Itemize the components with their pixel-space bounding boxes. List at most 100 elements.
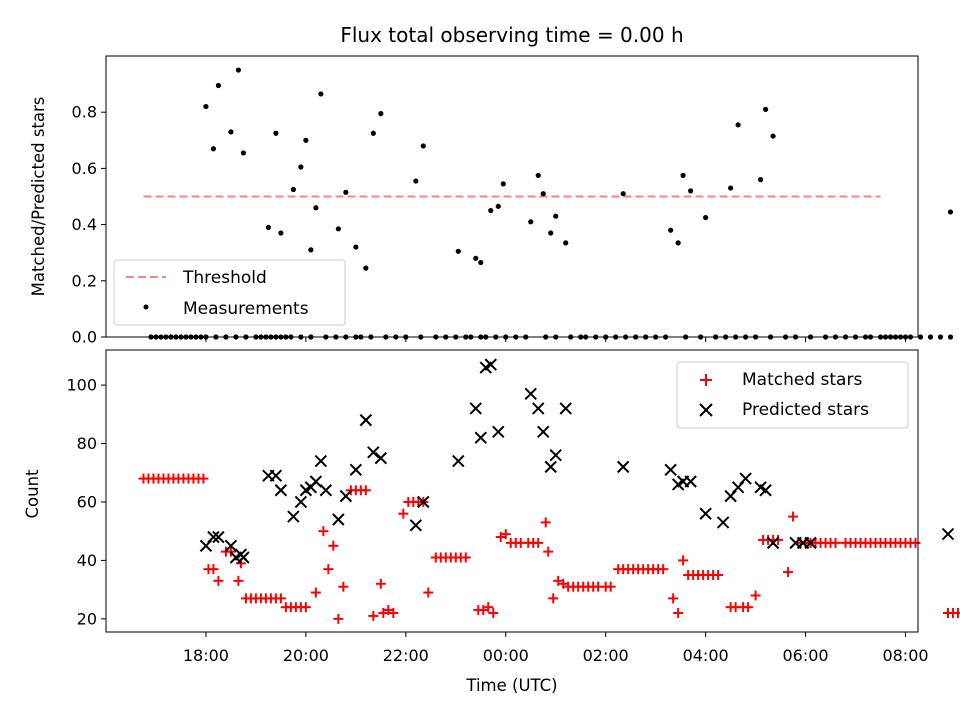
legend-threshold-label: Threshold xyxy=(182,268,267,288)
matched-star-point xyxy=(605,581,616,592)
measurement-point xyxy=(937,334,944,340)
predicted-marker-b xyxy=(544,460,557,474)
measurement-point xyxy=(290,186,296,193)
predicted-marker-b xyxy=(367,446,380,459)
predicted-marker-b xyxy=(549,448,562,462)
matched-star-point xyxy=(483,602,494,613)
matched-star-point xyxy=(233,575,244,586)
measurement-point xyxy=(203,103,209,110)
predicted-marker-b xyxy=(537,425,550,439)
predicted-star-point xyxy=(374,451,388,465)
top-y-tick-label: 0.6 xyxy=(72,159,97,178)
predicted-marker-b xyxy=(409,519,423,532)
measurement-point xyxy=(210,146,217,152)
bottom-x-tick-label: 02:00 xyxy=(583,646,629,665)
matched-star-point xyxy=(783,567,794,578)
matched-star-point xyxy=(318,526,329,537)
measurement-point xyxy=(278,230,284,236)
predicted-marker-b xyxy=(274,484,288,497)
predicted-marker-b xyxy=(941,527,955,541)
predicted-star-point xyxy=(332,513,345,526)
bottom-x-tick-label: 20:00 xyxy=(283,646,329,665)
predicted-star-point xyxy=(941,527,955,541)
measurement-point xyxy=(478,259,484,266)
top-y-axis-label: Matched/Predicted stars xyxy=(29,97,48,297)
predicted-star-point xyxy=(804,536,817,550)
measurement-point xyxy=(728,185,734,191)
predicted-star-point xyxy=(319,484,333,497)
measurement-point xyxy=(688,188,694,194)
predicted-star-point xyxy=(759,484,772,497)
predicted-star-point xyxy=(716,516,730,529)
matched-star-point xyxy=(388,608,399,619)
top-y-ticks: 0.0 0.2 0.4 0.6 0.8 xyxy=(72,103,106,347)
measurement-point xyxy=(947,209,954,215)
predicted-marker-b xyxy=(332,513,345,526)
predicted-star-point xyxy=(452,454,465,468)
predicted-marker-b xyxy=(207,530,220,544)
top-y-tick-label: 0.4 xyxy=(72,215,97,234)
measurement-point xyxy=(735,122,741,128)
measurement-point xyxy=(318,91,324,97)
measurement-point xyxy=(770,133,776,139)
matched-star-point xyxy=(658,564,669,575)
bottom-y-axis-label: Count xyxy=(23,469,42,519)
measurement-point xyxy=(535,172,541,179)
predicted-star-point xyxy=(537,425,550,439)
predicted-marker-b xyxy=(759,484,772,497)
matched-star-point xyxy=(750,590,761,601)
predicted-star-point xyxy=(492,425,505,439)
predicted-star-point xyxy=(237,551,250,564)
matched-star-point xyxy=(198,473,209,484)
predicted-star-point xyxy=(269,469,283,482)
predicted-star-point xyxy=(309,475,323,488)
predicted-star-point xyxy=(359,413,373,427)
predicted-marker-b xyxy=(417,495,430,509)
bottom-plot-area xyxy=(138,358,960,624)
matched-star-point xyxy=(423,587,434,598)
predicted-star-point xyxy=(212,530,225,544)
predicted-marker-b xyxy=(616,460,630,474)
predicted-star-point xyxy=(664,463,677,477)
measurement-point xyxy=(703,214,709,221)
measurement-point xyxy=(553,213,559,219)
matched-star-point xyxy=(360,485,371,496)
measurement-point xyxy=(335,226,341,232)
predicted-marker-b xyxy=(484,358,497,371)
measurement-point xyxy=(240,150,247,156)
bottom-x-ticks: 18:00 20:00 22:00 00:00 02:00 04:00 06:00 08:00 xyxy=(183,632,929,665)
matched-star-point xyxy=(540,517,551,528)
predicted-legend-swatch xyxy=(699,403,713,417)
matched-star-point xyxy=(910,537,921,548)
predicted-marker-b xyxy=(664,463,677,477)
bottom-x-tick-label: 22:00 xyxy=(383,646,429,665)
measurement-point xyxy=(235,67,242,73)
predicted-marker-b xyxy=(374,451,388,465)
top-axes-frame xyxy=(105,55,919,338)
matched-star-point xyxy=(788,511,799,522)
predicted-marker-b xyxy=(492,425,505,439)
legend-matched-label: Matched stars xyxy=(742,370,862,390)
measurement-point xyxy=(378,111,384,117)
predicted-star-point xyxy=(224,539,238,552)
top-axes: 0.00.20.40.60.8 Matched/Predicted stars … xyxy=(29,55,954,347)
matched-star-point xyxy=(368,610,379,621)
bottom-legend-box xyxy=(676,361,909,429)
measurement-point xyxy=(308,247,314,253)
bottom-x-tick-label: 04:00 xyxy=(683,646,729,665)
predicted-marker-b xyxy=(237,551,250,564)
predicted-marker-b xyxy=(754,481,767,494)
matched-star-point xyxy=(323,564,334,575)
measurement-point xyxy=(500,181,506,187)
legend-measurements-label: Measurements xyxy=(183,299,309,319)
measurement-point xyxy=(370,130,376,136)
predicted-star-point xyxy=(207,530,220,544)
measurements-legend-swatch xyxy=(143,304,149,310)
predicted-star-point xyxy=(699,507,712,520)
matched-star-point xyxy=(543,546,554,557)
bottom-y-tick-label: 40 xyxy=(77,551,97,570)
predicted-star-point xyxy=(314,454,328,468)
predicted-star-point xyxy=(524,387,537,401)
predicted-star-point xyxy=(367,446,380,459)
matched-star-point xyxy=(500,529,511,540)
